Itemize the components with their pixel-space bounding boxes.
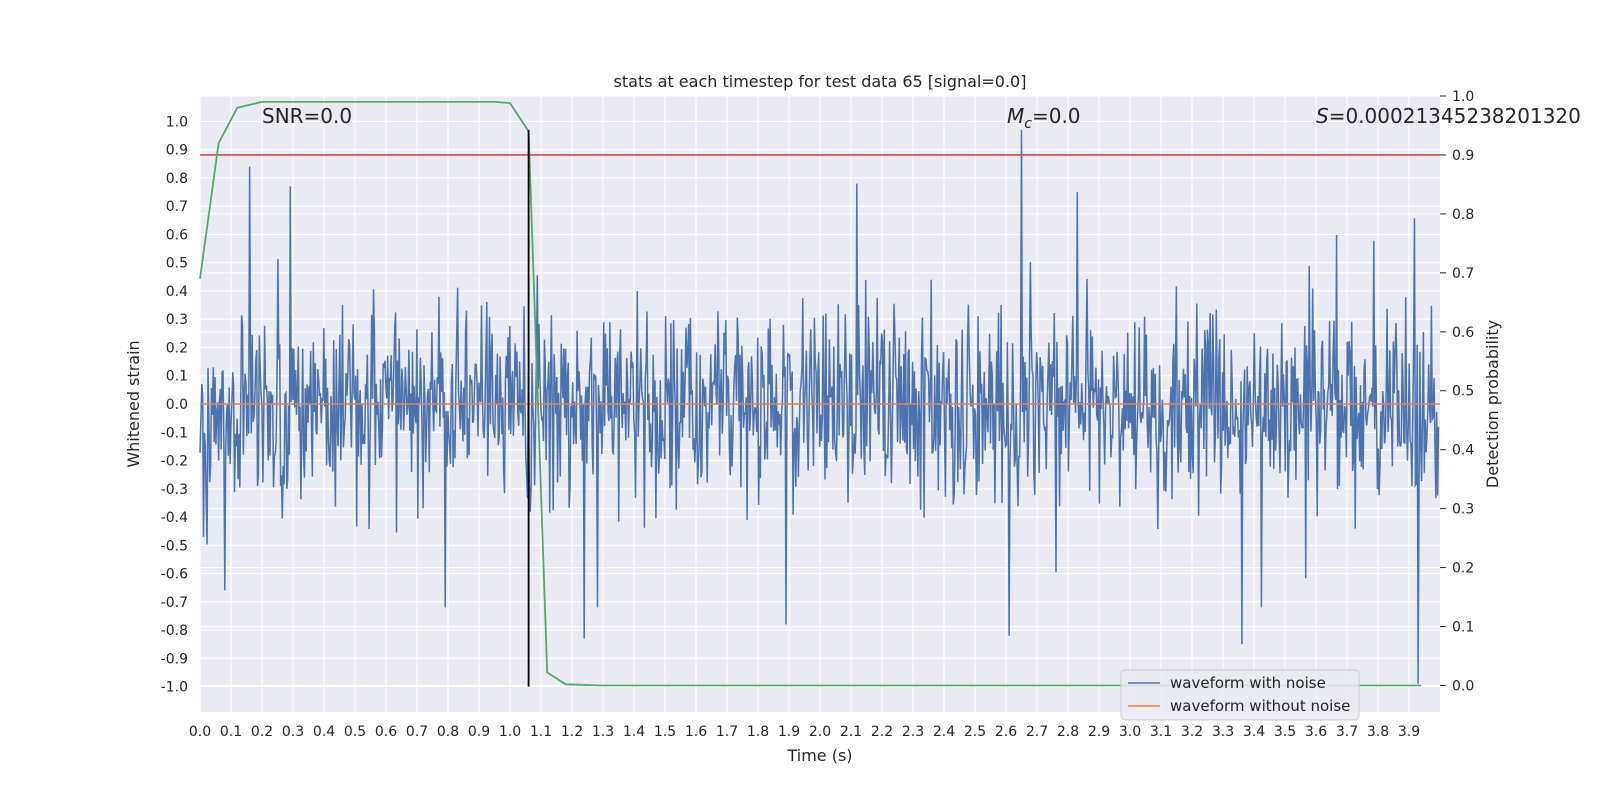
y-tick-label: 0.1 [166,369,188,385]
y2-axis-label: Detection probability [1483,320,1502,488]
y-tick-label: 0.7 [166,199,188,215]
x-tick-label: 2.0 [809,724,831,740]
x-tick-label: 2.4 [933,724,955,740]
x-tick-label: 0.5 [344,724,366,740]
y-tick-label: 0.5 [166,256,188,272]
snr-annotation: SNR=0.0 [262,104,352,128]
x-tick-label: 0.1 [220,724,242,740]
x-tick-label: 0.4 [313,724,335,740]
y2-tick-label: 0.8 [1452,207,1474,223]
x-tick-label: 3.3 [1212,724,1234,740]
x-tick-label: 1.4 [623,724,645,740]
x-tick-label: 3.7 [1336,724,1358,740]
x-tick-label: 1.8 [747,724,769,740]
y2-tick-label: 0.2 [1452,561,1474,577]
y-tick-label: 0.2 [166,340,188,356]
x-tick-label: 0.3 [282,724,304,740]
x-tick-label: 0.2 [251,724,273,740]
y-tick-label: -0.1 [161,425,188,441]
y-tick-label: 0.4 [166,284,188,300]
y-tick-label: 0.6 [166,227,188,243]
y-tick-label: -0.5 [161,538,188,554]
x-tick-label: 3.4 [1243,724,1265,740]
x-tick-label: 0.0 [189,724,211,740]
x-axis-label: Time (s) [786,746,852,765]
x-tick-label: 1.1 [530,724,552,740]
x-tick-label: 0.6 [375,724,397,740]
y-axis-ticks: 1.0 0.9 0.8 0.7 0.6 0.5 0.4 0.3 0.2 0.1 0.0 -0.1 -0.… [161,114,188,695]
y2-tick-label: 0.3 [1452,502,1474,518]
legend-noise-label: waveform with noise [1170,674,1326,692]
y-tick-label: 0.9 [166,143,188,159]
noise-series [199,129,1440,684]
x-tick-label: 3.6 [1305,724,1327,740]
legend: waveform with noise waveform without noi… [1120,669,1360,721]
y2-tick-label: 0.5 [1452,384,1474,400]
y2-tick-label: 0.7 [1452,266,1474,282]
x-tick-label: 2.3 [902,724,924,740]
y-tick-label: -0.4 [161,510,188,526]
x-tick-label: 1.9 [778,724,800,740]
x-axis-ticks: 0.0 0.1 0.2 0.3 0.4 0.5 0.6 0.7 0.8 0.9 1.0 1.1 1.2 1… [189,724,1420,740]
legend-clean-label: waveform without noise [1170,697,1350,715]
y-tick-label: 0.0 [166,397,188,413]
y-tick-label: 0.3 [166,312,188,328]
y2-tick-label: 1.0 [1452,89,1474,105]
y-axis-label: Whitened strain [124,340,143,467]
x-tick-label: 1.6 [685,724,707,740]
x-tick-label: 2.9 [1088,724,1110,740]
y2-tick-label: 0.0 [1452,678,1474,694]
x-tick-label: 2.6 [995,724,1017,740]
x-tick-label: 3.9 [1398,724,1420,740]
y-tick-label: -0.7 [161,595,188,611]
overlay-lines [199,101,1440,687]
x-tick-label: 1.5 [654,724,676,740]
x-tick-label: 2.2 [871,724,893,740]
y-tick-label: -0.3 [161,482,188,498]
y-tick-label: -1.0 [161,680,188,696]
x-tick-label: 0.7 [406,724,428,740]
x-tick-label: 1.7 [716,724,738,740]
y2-tick-label: 0.4 [1452,443,1474,459]
y2-tick-label: 0.9 [1452,148,1474,164]
x-tick-label: 2.5 [964,724,986,740]
x-tick-label: 1.2 [561,724,583,740]
x-tick-label: 3.0 [1119,724,1141,740]
x-tick-label: 3.1 [1150,724,1172,740]
x-tick-label: 0.8 [437,724,459,740]
chart-title: stats at each timestep for test data 65 … [614,72,1027,91]
x-tick-label: 1.3 [592,724,614,740]
x-tick-label: 2.1 [840,724,862,740]
y-tick-label: -0.8 [161,623,188,639]
x-tick-label: 3.2 [1181,724,1203,740]
mc-annotation: Mc=0.0 [1007,104,1081,132]
legend-box [1120,669,1360,721]
y-tick-label: -0.6 [161,567,188,583]
y-tick-label: -0.2 [161,454,188,470]
s-annotation: S=0.00021345238201320 [1316,104,1581,128]
x-tick-label: 2.8 [1057,724,1079,740]
x-tick-label: 3.8 [1367,724,1389,740]
y-tick-label: 1.0 [166,114,188,130]
x-tick-label: 3.5 [1274,724,1296,740]
x-tick-label: 0.9 [468,724,490,740]
y2-tick-label: 0.1 [1452,620,1474,636]
noise-waveform-line [199,129,1440,684]
y2-tick-label: 0.6 [1452,325,1474,341]
y-tick-label: -0.9 [161,651,188,667]
x-tick-label: 1.0 [499,724,521,740]
detection-probability-line [199,101,1422,687]
x-tick-label: 2.7 [1026,724,1048,740]
y-tick-label: 0.8 [166,171,188,187]
y2-axis-ticks: 1.0 0.9 0.8 0.7 0.6 0.5 0.4 0.3 0.2 0.1 0.0 [1440,89,1474,694]
